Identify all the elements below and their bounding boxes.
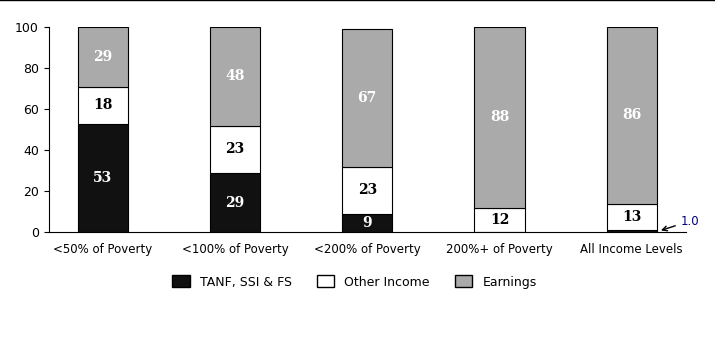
Text: 67: 67 bbox=[358, 91, 377, 105]
Bar bbox=[209, 126, 260, 173]
Text: 86: 86 bbox=[622, 108, 641, 122]
Text: 1.0: 1.0 bbox=[662, 215, 699, 231]
Bar bbox=[606, 230, 657, 232]
Bar bbox=[77, 87, 128, 123]
Text: 23: 23 bbox=[358, 183, 377, 197]
Text: 18: 18 bbox=[93, 98, 112, 112]
Bar bbox=[209, 173, 260, 232]
Text: 48: 48 bbox=[225, 70, 245, 84]
Legend: TANF, SSI & FS, Other Income, Earnings: TANF, SSI & FS, Other Income, Earnings bbox=[167, 270, 541, 294]
Text: 9: 9 bbox=[363, 216, 372, 230]
Text: 29: 29 bbox=[225, 195, 245, 210]
Bar bbox=[77, 27, 128, 87]
Text: 13: 13 bbox=[622, 210, 641, 224]
Bar bbox=[474, 208, 525, 232]
Bar bbox=[209, 27, 260, 126]
Text: 53: 53 bbox=[93, 171, 112, 185]
Bar bbox=[342, 167, 393, 214]
Bar bbox=[342, 29, 393, 167]
Bar bbox=[342, 214, 393, 232]
Bar bbox=[474, 27, 525, 208]
Bar bbox=[606, 27, 657, 203]
Text: 29: 29 bbox=[93, 50, 112, 64]
Text: 88: 88 bbox=[490, 110, 509, 125]
Bar bbox=[77, 123, 128, 232]
Bar bbox=[606, 203, 657, 230]
Text: 23: 23 bbox=[225, 142, 245, 156]
Text: 12: 12 bbox=[490, 213, 509, 227]
